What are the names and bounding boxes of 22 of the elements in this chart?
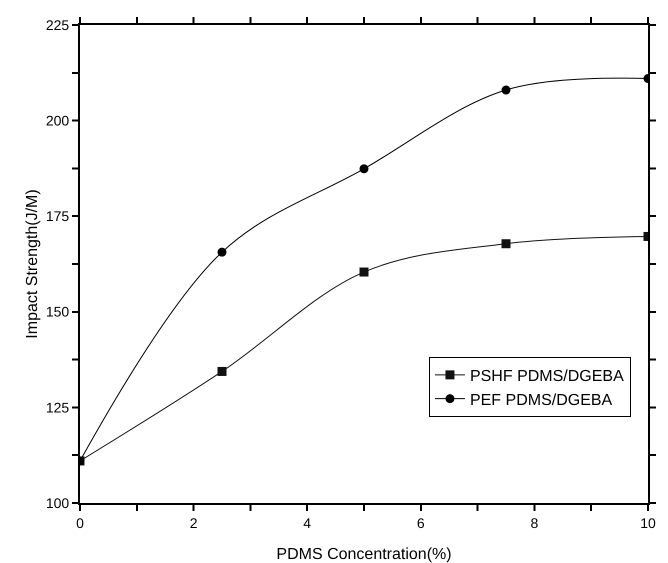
point <box>502 239 510 248</box>
point <box>218 366 226 376</box>
x-tick-label: 2 <box>190 514 198 531</box>
legend-label: PSHF PDMS/DGEBA <box>470 368 624 386</box>
x-tick-label: 0 <box>76 514 84 531</box>
point <box>360 268 368 277</box>
point <box>502 86 510 95</box>
x-tick-label: 6 <box>416 514 425 531</box>
y-tick-label: 175 <box>46 208 70 224</box>
y-tick-label: 225 <box>46 16 70 33</box>
y-tick-label: 125 <box>46 399 70 416</box>
y-axis-title: Impact Strength(J/M) <box>24 189 41 339</box>
x-tick-label: 10 <box>640 514 656 531</box>
point <box>218 248 226 257</box>
x-tick-label: 8 <box>530 514 538 531</box>
y-tick-label: 150 <box>46 304 70 320</box>
legend-label: PEF PDMS/DGEBA <box>470 392 613 409</box>
x-axis-title: PDMS Concentration(%) <box>276 546 452 563</box>
y-tick-label: 200 <box>46 112 70 128</box>
y-tick-label: 100 <box>46 494 70 511</box>
point <box>360 164 368 174</box>
x-tick-label: 4 <box>303 514 312 531</box>
